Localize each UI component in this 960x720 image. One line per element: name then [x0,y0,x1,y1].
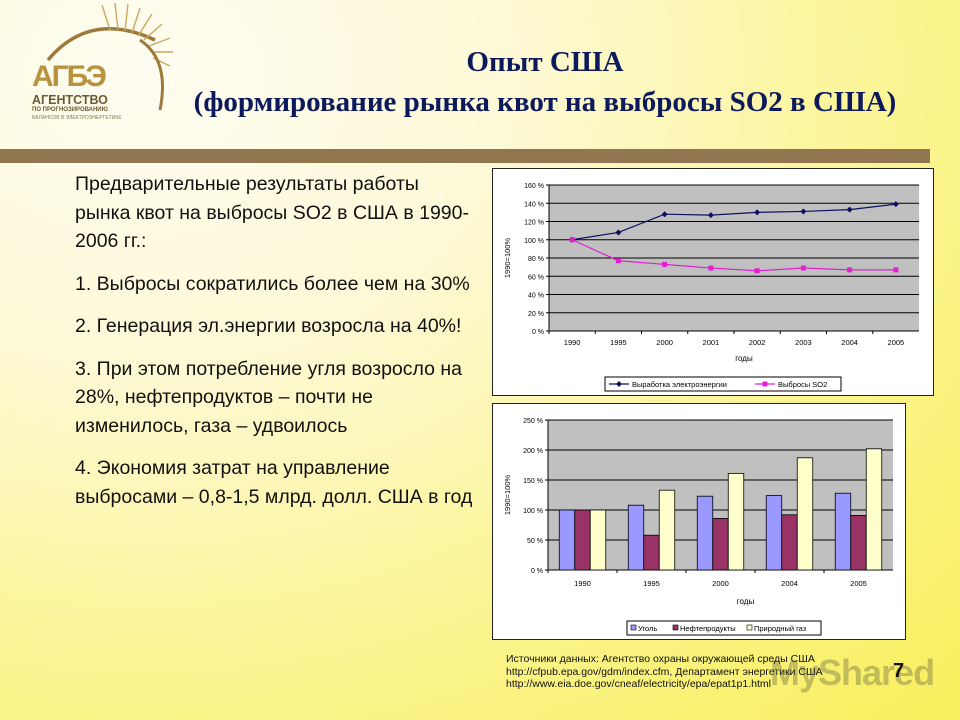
data-point [615,258,621,264]
bar [643,534,660,571]
x-tick-label: 2005 [850,579,867,588]
bar [834,492,852,571]
data-point [754,209,761,216]
y-tick-label: 120 % [524,220,544,227]
data-point [569,237,575,243]
x-tick-label: 1995 [610,338,627,347]
svg-text:Нефтепродукты: Нефтепродукты [680,624,736,633]
chart-legend: Выработка электроэнергии Выбросы SO2 [604,376,842,392]
y-tick-label: 250 % [523,418,543,425]
x-tick-label: 2001 [703,338,720,347]
sources-link-eia[interactable]: http://www.eia.doe.gov/cneaf/electricity… [506,678,771,690]
data-sources: Источники данных: Агентство охраны окруж… [506,653,926,691]
slide-title: Опыт США (формирование рынка квот на выб… [140,42,950,122]
logo-line3: БАЛАНСОВ В ЭЛЕКТРОЭНЕРГЕТИКЕ [32,115,122,121]
watermark: MyShared [770,652,935,693]
y-tick-label: 150 % [523,478,543,485]
agency-logo: АГБЭ АГЕНТСТВО ПО ПРОГНОЗИРОВАНИЮ БАЛАНС… [20,0,180,135]
line-chart-svg: 0 % 20 % 40 % 60 % 80 % 100 % 120 % 140 % 160 % 1… [503,183,919,392]
x-axis-label: годы [735,354,753,363]
x-tick-label: 2000 [656,338,673,347]
logo-abbr: АГБЭ [32,60,107,93]
y-axis-label: 1990=100% [503,475,512,516]
x-tick-label: 1990 [564,338,581,347]
series-line [571,239,896,272]
x-tick-label: 2004 [781,579,798,588]
data-point [615,229,622,236]
data-point [846,206,853,213]
data-point [893,267,899,273]
page-number: 7 [893,660,905,682]
line-chart-electricity-so2: 0 % 20 % 40 % 60 % 80 % 100 % 120 % 140 % 160 % 1… [492,168,934,396]
sources-link-epa[interactable]: http://cfpub.epa.gov/gdm/index.cfm, Депа… [506,665,823,678]
logo-line1: АГЕНТСТВО [32,93,108,107]
data-point [708,265,714,271]
bar [574,509,591,571]
svg-text:Выработка электроэнергии: Выработка электроэнергии [632,380,727,389]
y-tick-label: 160 % [524,183,544,190]
x-tick-label: 2005 [888,338,905,347]
series-line [572,203,896,241]
results-text: Предварительные результаты работы рынка … [75,170,475,525]
x-tick-label: 1995 [643,579,660,588]
bar [765,495,783,571]
svg-text:Выбросы SO2: Выбросы SO2 [778,380,827,389]
bar [850,515,867,571]
y-tick-label: 100 % [524,238,544,245]
y-tick-label: 50 % [527,538,543,545]
sun-arc-icon [46,2,173,111]
bar [589,509,607,571]
bar [727,473,745,571]
data-point [662,261,668,267]
y-tick-label: 100 % [523,508,543,515]
bar [558,509,576,571]
data-point [661,211,668,218]
data-point [800,265,806,271]
chart-legend: Уголь Нефтепродукты Природный газ [626,620,822,636]
bar [696,495,714,571]
y-tick-label: 200 % [523,448,543,455]
svg-text:Уголь: Уголь [638,624,657,633]
y-tick-label: 80 % [528,256,544,263]
point-3: 3. При этом потребление угля возросло на… [75,357,462,437]
x-tick-label: 2004 [841,338,858,347]
x-axis-label: годы [737,597,755,606]
y-tick-label: 60 % [528,274,544,281]
logo-line2: ПО ПРОГНОЗИРОВАНИЮ [32,107,108,113]
x-tick-label: 2000 [712,579,729,588]
point-4: 4. Экономия затрат на управление выброса… [75,457,473,508]
data-point [847,267,853,273]
bar [796,457,814,571]
data-point [754,268,760,274]
bar-chart-svg: 0 % 50 % 100 % 150 % 200 % 250 % 1990 1995 2000 2… [503,418,893,636]
point-1: 1. Выбросы сократились более чем на 30% [75,272,470,295]
y-axis-label: 1990=100% [503,238,512,279]
bar [658,489,676,571]
title-separator [0,149,930,163]
bar [712,518,729,571]
y-tick-label: 0 % [532,329,544,336]
bar-chart-fuel-consumption: 0 % 50 % 100 % 150 % 200 % 250 % 1990 1995 2000 2… [492,403,906,640]
intro-paragraph: Предварительные результаты работы рынка … [75,173,469,252]
title-line2: (формирование рынка квот на выбросы SO2 … [193,86,897,118]
data-point [800,208,807,215]
y-tick-label: 0 % [531,568,543,575]
x-tick-label: 1990 [574,579,591,588]
point-2: 2. Генерация эл.энергии возросла на 40%! [75,315,462,337]
data-point [707,212,714,219]
x-tick-label: 2002 [749,338,766,347]
bar [627,504,645,571]
x-tick-label: 2003 [795,338,812,347]
y-tick-label: 40 % [528,293,544,300]
bar [865,448,883,571]
sources-line1: Источники данных: Агентство охраны окруж… [506,653,815,665]
bar [781,514,798,571]
data-point [892,201,899,208]
y-tick-label: 140 % [524,201,544,208]
y-tick-label: 20 % [528,311,544,318]
svg-text:Природный газ: Природный газ [754,624,807,633]
title-line1: Опыт США [466,46,624,78]
